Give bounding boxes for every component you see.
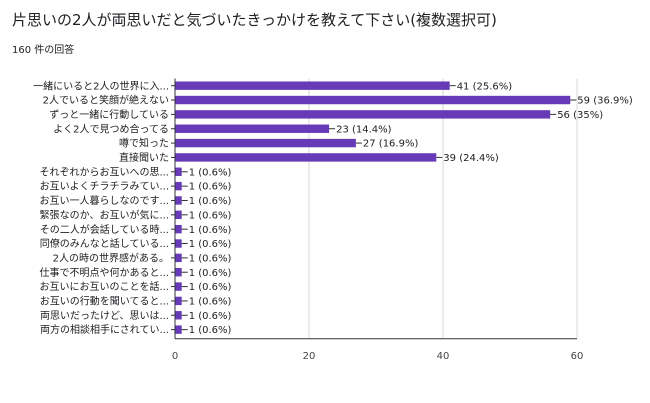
- bar: [175, 153, 436, 161]
- bar: [175, 211, 182, 219]
- category-label: 仕事で不明点や何かあると...: [39, 266, 169, 279]
- value-label: 1 (0.6%): [189, 182, 232, 193]
- category-label: 噂で知った: [119, 137, 169, 150]
- value-label: 1 (0.6%): [189, 196, 232, 207]
- category-label: 同僚のみんなと話している...: [40, 237, 169, 250]
- bar: [175, 282, 182, 290]
- bar: [175, 297, 182, 305]
- value-label: 1 (0.6%): [189, 297, 232, 308]
- bar: [175, 325, 182, 333]
- value-label: 39 (24.4%): [443, 153, 499, 164]
- bar: [175, 125, 329, 133]
- category-label: 一緒にいると2人の世界に入...: [33, 79, 169, 92]
- bar: [175, 239, 182, 247]
- category-label: お互い一人暮らしなのです...: [39, 194, 169, 207]
- value-label: 1 (0.6%): [189, 210, 232, 221]
- value-label: 1 (0.6%): [189, 325, 232, 336]
- value-label: 27 (16.9%): [363, 139, 419, 150]
- value-label: 56 (35%): [557, 110, 603, 121]
- value-label: 1 (0.6%): [189, 239, 232, 250]
- category-label: 2人の時の世界感がある。: [53, 251, 169, 264]
- bar: [175, 96, 570, 104]
- bar: [175, 311, 182, 319]
- category-label: 直接聞いた: [119, 151, 169, 164]
- bar: [175, 110, 550, 118]
- bar: [175, 254, 182, 262]
- category-label: それぞれからお互いへの思...: [39, 166, 169, 178]
- x-tick-label: 0: [172, 351, 178, 362]
- value-label: 1 (0.6%): [189, 253, 232, 264]
- category-label: 緊張なのか、お互いが気に...: [40, 208, 169, 221]
- bar: [175, 225, 182, 233]
- category-label: お互いよくチラチラみてい...: [40, 181, 169, 193]
- bar: [175, 182, 182, 190]
- category-label: お互いの行動を聞いてると...: [40, 295, 169, 308]
- bar: [175, 168, 182, 176]
- value-label: 41 (25.6%): [457, 81, 513, 92]
- x-tick-label: 60: [571, 351, 584, 362]
- category-label: ずっと一緒に行動している: [49, 108, 169, 121]
- category-label: 両方の相談相手にされてい...: [40, 323, 169, 336]
- value-label: 59 (36.9%): [577, 96, 633, 107]
- value-label: 1 (0.6%): [189, 225, 232, 236]
- category-label: よく2人で見つめ合ってる: [53, 122, 169, 135]
- value-label: 23 (14.4%): [336, 124, 392, 135]
- category-label: お互いにお互いのことを話...: [39, 280, 169, 293]
- bar: [175, 268, 182, 276]
- value-label: 1 (0.6%): [189, 282, 232, 293]
- category-label: 2人でいると笑顔が絶えない: [43, 94, 169, 107]
- bars: [175, 81, 570, 333]
- x-tick-label: 40: [437, 351, 450, 362]
- bar: [175, 139, 356, 147]
- labels: 0 20 40 60 41 (25.6%) 一緒にいると2人の世界に入... 59 (36.…: [33, 79, 633, 362]
- x-tick-label: 20: [303, 351, 316, 362]
- value-label: 1 (0.6%): [189, 311, 232, 322]
- bar: [175, 81, 450, 89]
- value-label: 1 (0.6%): [189, 268, 232, 279]
- category-label: その二人が会話している時...: [40, 223, 169, 236]
- bar: [175, 196, 182, 204]
- category-label: 両思いだったけど、思いは...: [40, 310, 169, 322]
- value-label: 1 (0.6%): [189, 167, 232, 178]
